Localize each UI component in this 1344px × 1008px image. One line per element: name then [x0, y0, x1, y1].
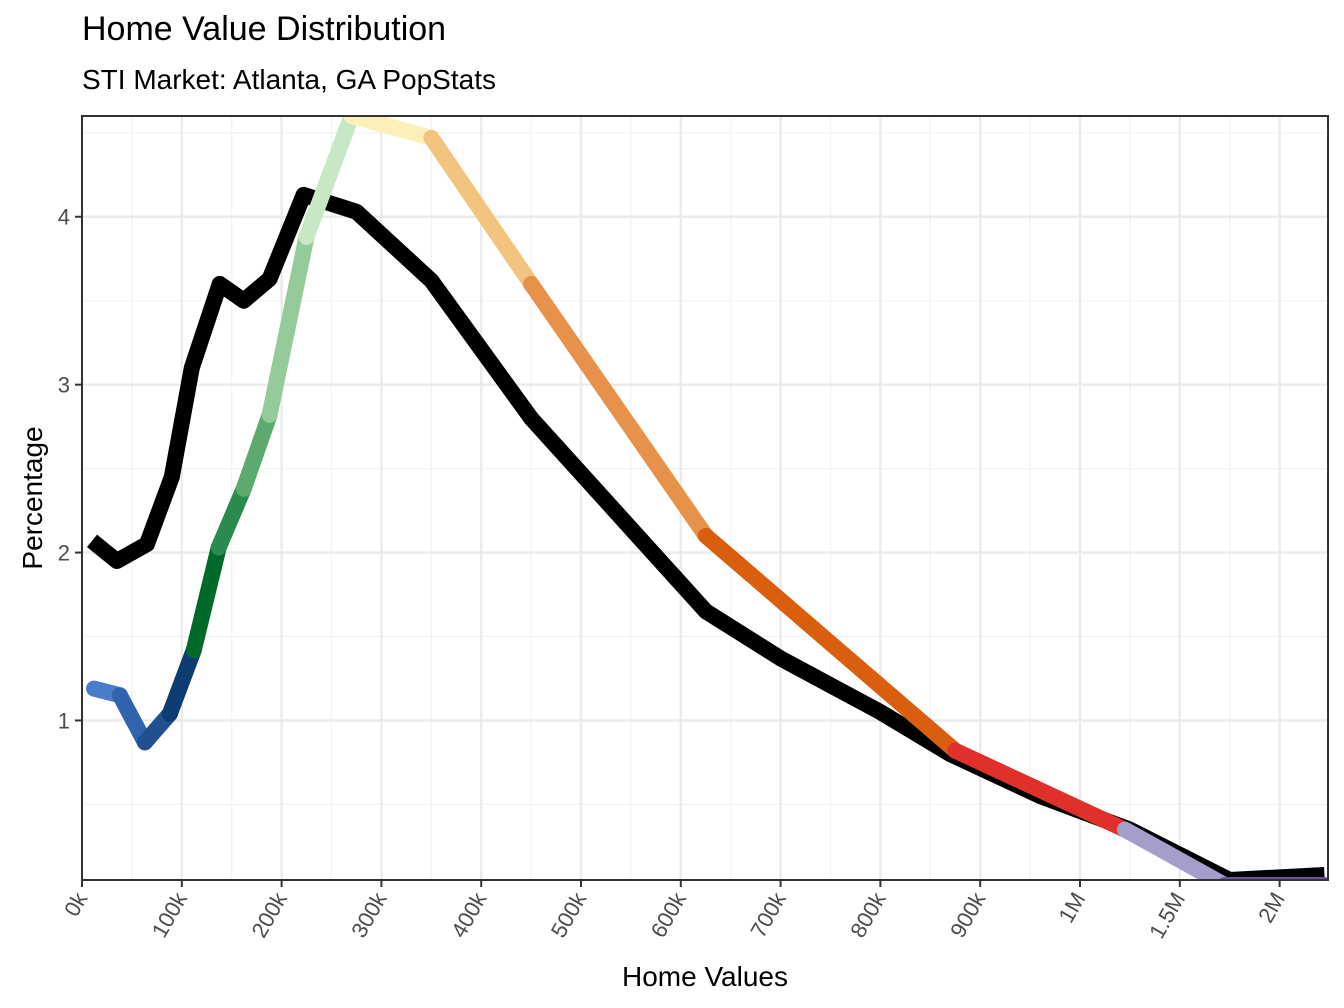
panel-border — [81, 115, 1329, 881]
series-segment — [523, 275, 714, 544]
y-tick-label: 4 — [58, 205, 70, 230]
y-axis-title: Percentage — [17, 426, 48, 569]
series-segment — [235, 406, 278, 497]
series-segment — [423, 129, 540, 292]
chart-subtitle: STI Market: Atlanta, GA PopStats — [82, 64, 496, 95]
x-tick-label: 500k — [546, 887, 592, 942]
series-segment — [697, 527, 964, 759]
series-segment — [298, 116, 360, 245]
series-layer — [86, 116, 1328, 880]
series-segment — [947, 742, 1133, 838]
x-tick-label: 700k — [745, 887, 791, 942]
y-axis: 1 2 3 4 — [58, 205, 82, 733]
x-axis-title: Home Values — [622, 961, 788, 992]
x-tick-label: 600k — [646, 887, 692, 942]
x-tick-label: 900k — [945, 887, 991, 942]
y-tick-label: 1 — [58, 708, 70, 733]
y-tick-label: 2 — [58, 541, 70, 566]
series-segment — [261, 228, 315, 423]
x-tick-label: 1.5M — [1144, 888, 1190, 943]
x-tick-label: 800k — [845, 887, 891, 942]
x-tick-label: 400k — [446, 887, 492, 942]
y-tick-label: 3 — [58, 373, 70, 398]
series-segment — [185, 539, 227, 658]
x-tick-label: 300k — [346, 887, 392, 942]
x-tick-label: 2M — [1253, 888, 1290, 927]
x-tick-label: 1M — [1053, 888, 1090, 927]
series-segment — [343, 116, 440, 146]
series-segment — [1116, 821, 1231, 880]
x-tick-label: 100k — [147, 887, 193, 942]
x-tick-label: 200k — [246, 887, 292, 942]
series-segment — [161, 642, 202, 722]
x-tick-label: 0k — [59, 887, 93, 920]
major-gridlines — [80, 116, 1328, 880]
series-segment — [210, 480, 252, 556]
x-axis: 0k 100k 200k 300k 400k 500k 600k 700k 800k 900k 1M… — [59, 880, 1290, 943]
chart-title: Home Value Distribution — [82, 10, 447, 48]
series-segment — [111, 687, 153, 751]
minor-gridlines — [82, 116, 1328, 880]
